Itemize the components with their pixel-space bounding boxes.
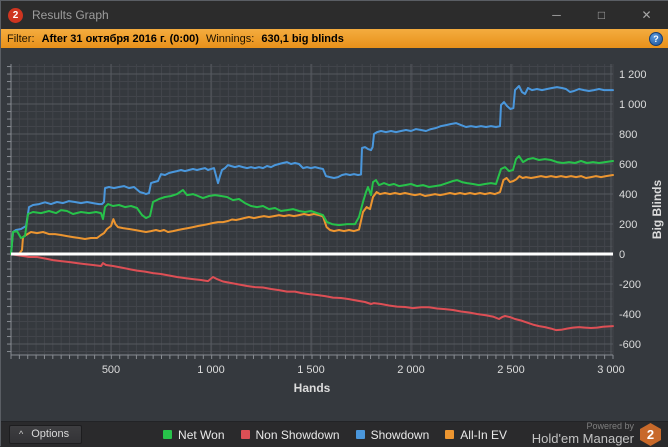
x-tick-label: 2 500 xyxy=(497,364,525,376)
minimize-button[interactable]: ─ xyxy=(552,8,561,22)
filter-value: After 31 октября 2016 г. (0:00) xyxy=(41,32,199,45)
results-chart-area: 500 1 000 1 500 2 000 2 500 3 000 Hands 1 200 1 … xyxy=(1,48,668,421)
legend-label: Non Showdown xyxy=(255,427,340,442)
y-tick-label: 200 xyxy=(619,219,637,231)
options-button[interactable]: ^ Options xyxy=(9,425,83,444)
results-chart: 500 1 000 1 500 2 000 2 500 3 000 Hands 1 200 1 … xyxy=(7,64,664,395)
window-controls: ─ □ ✕ xyxy=(534,1,668,29)
winnings-label: Winnings: xyxy=(202,32,258,45)
y-tick-label: -400 xyxy=(619,309,641,321)
legend-label: Net Won xyxy=(178,427,225,442)
y-tick-label: 800 xyxy=(619,129,637,141)
winnings-value: 630,1 big blinds xyxy=(261,32,344,45)
footer-bar: ^ Options Net Won Non Showdown Showdown All… xyxy=(1,421,668,447)
x-axis-title: Hands xyxy=(294,381,331,395)
legend-label: Showdown xyxy=(370,427,430,442)
y-tick-label: -200 xyxy=(619,279,641,291)
legend-item-net-won[interactable]: Net Won xyxy=(163,427,225,442)
y-tick-label: 600 xyxy=(619,159,637,171)
x-tick-label: 500 xyxy=(102,364,120,376)
legend-swatch-icon xyxy=(240,430,250,439)
options-label: Options xyxy=(31,428,70,440)
axis-labels: 500 1 000 1 500 2 000 2 500 3 000 Hands 1 200 1 … xyxy=(102,69,664,395)
legend-item-non-showdown[interactable]: Non Showdown xyxy=(240,427,340,442)
y-tick-label: 400 xyxy=(619,189,637,201)
chart-legend: Net Won Non Showdown Showdown All-In EV xyxy=(1,428,668,442)
legend-item-showdown[interactable]: Showdown xyxy=(355,427,430,442)
chevron-up-icon: ^ xyxy=(19,429,24,439)
window-title: Results Graph xyxy=(32,8,109,22)
filter-bar: Filter: After 31 октября 2016 г. (0:00) … xyxy=(1,29,668,48)
series-line-net-won xyxy=(10,155,614,256)
legend-item-all-in-ev[interactable]: All-In EV xyxy=(445,428,507,442)
maximize-button[interactable]: □ xyxy=(597,8,606,22)
axes xyxy=(7,64,614,359)
series-lines xyxy=(10,85,614,332)
brand-name: Hold'em Manager xyxy=(531,431,634,447)
series-line-non-showdown xyxy=(10,253,614,332)
series-line-showdown xyxy=(10,85,614,256)
filter-label: Filter: xyxy=(7,32,38,45)
series-line-all-in-ev xyxy=(10,174,614,256)
legend-swatch-icon xyxy=(445,430,455,439)
close-button[interactable]: ✕ xyxy=(641,8,652,22)
title-bar: 2 Results Graph ─ □ ✕ xyxy=(1,1,668,29)
x-tick-label: 1 500 xyxy=(297,364,325,376)
app-icon: 2 xyxy=(8,7,23,23)
holdem-manager-logo-icon: 2 xyxy=(640,423,661,446)
x-tick-label: 1 000 xyxy=(197,364,225,376)
legend-swatch-icon xyxy=(355,430,365,439)
legend-label: All-In EV xyxy=(460,427,507,442)
y-tick-label: 1 000 xyxy=(619,99,647,111)
powered-by-block: Powered by Hold'em Manager 2 xyxy=(532,422,661,446)
y-axis-title: Big Blinds xyxy=(650,180,664,240)
y-tick-label: 0 xyxy=(619,249,625,261)
grid xyxy=(11,64,614,355)
y-tick-label: -600 xyxy=(619,339,641,351)
legend-swatch-icon xyxy=(163,430,173,439)
y-tick-label: 1 200 xyxy=(619,69,647,81)
x-tick-label: 3 000 xyxy=(597,364,625,376)
help-icon[interactable]: ? xyxy=(649,31,663,46)
x-tick-label: 2 000 xyxy=(397,364,425,376)
powered-by-label: Powered by xyxy=(586,421,634,432)
